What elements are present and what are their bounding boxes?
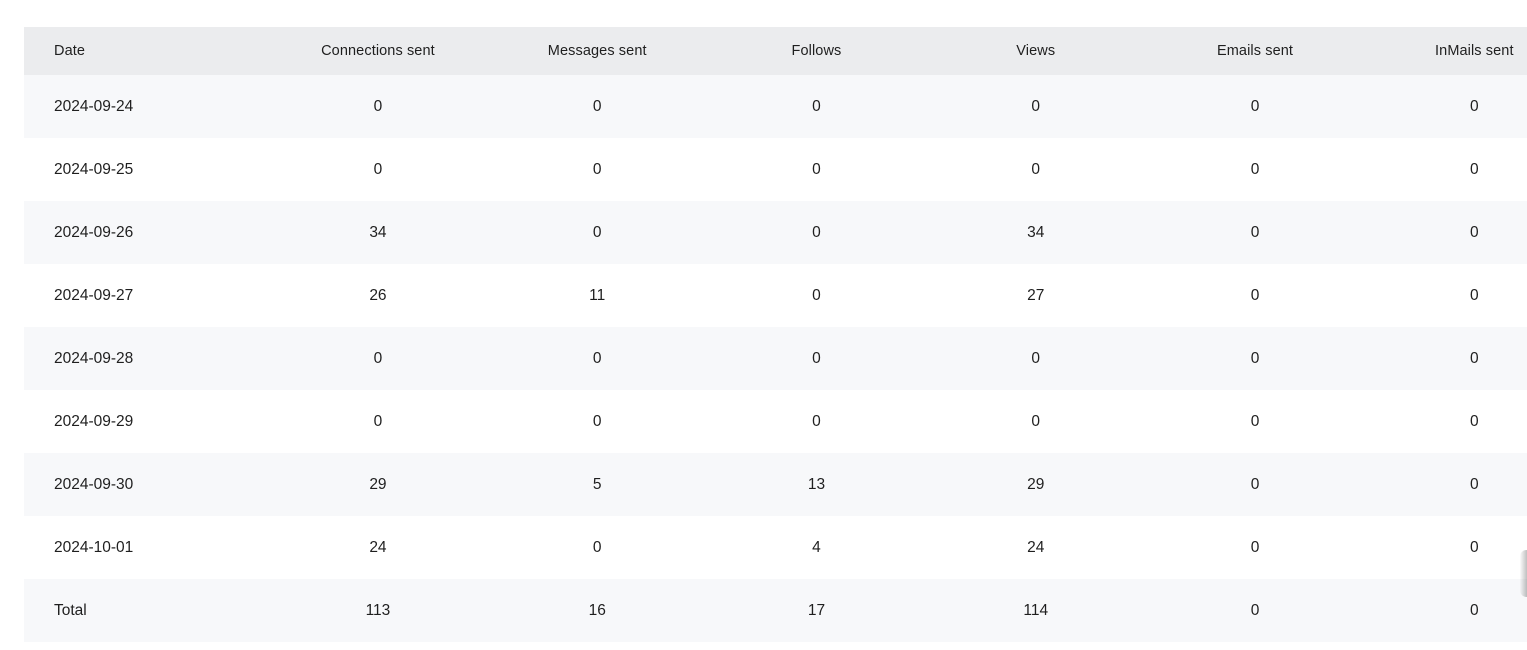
value-cell: 34 [369,223,387,241]
value-cell: 0 [1250,349,1260,367]
value-cell: 0 [373,412,383,430]
value-cell: 13 [807,475,826,493]
value-cell: 0 [592,160,602,178]
value-cell: 0 [373,160,383,178]
value-cell: 27 [1027,286,1045,304]
value-cell: 113 [365,601,391,619]
table-row: 2024-09-27 26 11 0 27 0 0 [24,264,1527,327]
value-cell: 0 [592,412,602,430]
value-cell: 0 [1250,538,1260,556]
value-cell: 29 [1027,475,1045,493]
column-header-connections-sent: Connections sent [268,27,488,75]
value-cell: 0 [1250,160,1260,178]
value-cell: 0 [1470,475,1479,493]
value-cell: 0 [812,223,821,241]
date-cell: 2024-09-25 [54,160,134,178]
column-header-views: Views [926,27,1146,75]
value-cell: 0 [1470,538,1479,556]
date-cell: 2024-09-30 [54,475,134,493]
value-cell: 0 [812,412,821,430]
value-cell: 0 [592,97,602,115]
value-cell: 0 [373,97,383,115]
value-cell: 0 [1031,160,1041,178]
value-cell: 0 [1470,349,1479,367]
value-cell: 0 [1250,97,1260,115]
table-row: 2024-10-01 24 0 4 24 0 0 [24,516,1527,579]
column-header-inmails-sent: InMails sent [1364,27,1527,75]
column-header-emails-sent: Emails sent [1145,27,1365,75]
value-cell: 0 [592,349,602,367]
table-row: 2024-09-24 0 0 0 0 0 0 [24,75,1527,138]
table-row: 2024-09-26 34 0 0 34 0 0 [24,201,1527,264]
date-cell: 2024-09-27 [54,286,134,304]
value-cell: 0 [1470,286,1479,304]
value-cell: 0 [1470,601,1479,619]
value-cell: 0 [373,349,383,367]
date-cell: 2024-10-01 [54,538,134,556]
value-cell: 0 [1250,412,1260,430]
table-body: 2024-09-24 0 0 0 0 0 0 2024-09-25 0 0 0 0 0 0 2024-09-… [24,75,1527,642]
scrollbar-thumb[interactable] [1520,550,1527,597]
column-header-messages-sent: Messages sent [487,27,707,75]
value-cell: 114 [1023,601,1049,619]
table-header: Date Connections sent Messages sent Foll… [24,27,1527,75]
date-cell: 2024-09-26 [54,223,134,241]
table-row: 2024-09-29 0 0 0 0 0 0 [24,390,1527,453]
value-cell: 0 [1470,97,1479,115]
stats-table-viewport: Date Connections sent Messages sent Foll… [24,27,1527,650]
date-cell: 2024-09-28 [54,349,134,367]
value-cell: 0 [1031,412,1041,430]
value-cell: 11 [589,286,606,304]
value-cell: 17 [807,601,826,619]
value-cell: 34 [1027,223,1045,241]
value-cell: 0 [1250,286,1260,304]
total-row: Total 113 16 17 114 0 0 [24,579,1527,642]
value-cell: 0 [812,97,821,115]
value-cell: 0 [1031,349,1041,367]
daily-stats-table: Date Connections sent Messages sent Foll… [24,27,1527,642]
value-cell: 0 [1031,97,1041,115]
value-cell: 4 [812,538,821,556]
value-cell: 0 [592,538,602,556]
date-cell: 2024-09-24 [54,97,134,115]
value-cell: 0 [1470,412,1479,430]
value-cell: 26 [369,286,387,304]
value-cell: 29 [369,475,387,493]
value-cell: 0 [1470,160,1479,178]
value-cell: 24 [1027,538,1045,556]
value-cell: 0 [812,160,821,178]
value-cell: 0 [1250,601,1260,619]
value-cell: 0 [812,286,821,304]
value-cell: 0 [1250,223,1260,241]
value-cell: 0 [812,349,821,367]
value-cell: 16 [588,601,606,619]
date-cell: Total [54,601,87,619]
value-cell: 24 [369,538,387,556]
value-cell: 5 [592,475,602,493]
column-header-date: Date [24,27,269,75]
value-cell: 0 [592,223,602,241]
table-row: 2024-09-25 0 0 0 0 0 0 [24,138,1527,201]
table-row: 2024-09-30 29 5 13 29 0 0 [24,453,1527,516]
column-header-follows: Follows [706,27,927,75]
table-row: 2024-09-28 0 0 0 0 0 0 [24,327,1527,390]
header-row: Date Connections sent Messages sent Foll… [24,27,1527,75]
value-cell: 0 [1250,475,1260,493]
date-cell: 2024-09-29 [54,412,134,430]
value-cell: 0 [1470,223,1479,241]
